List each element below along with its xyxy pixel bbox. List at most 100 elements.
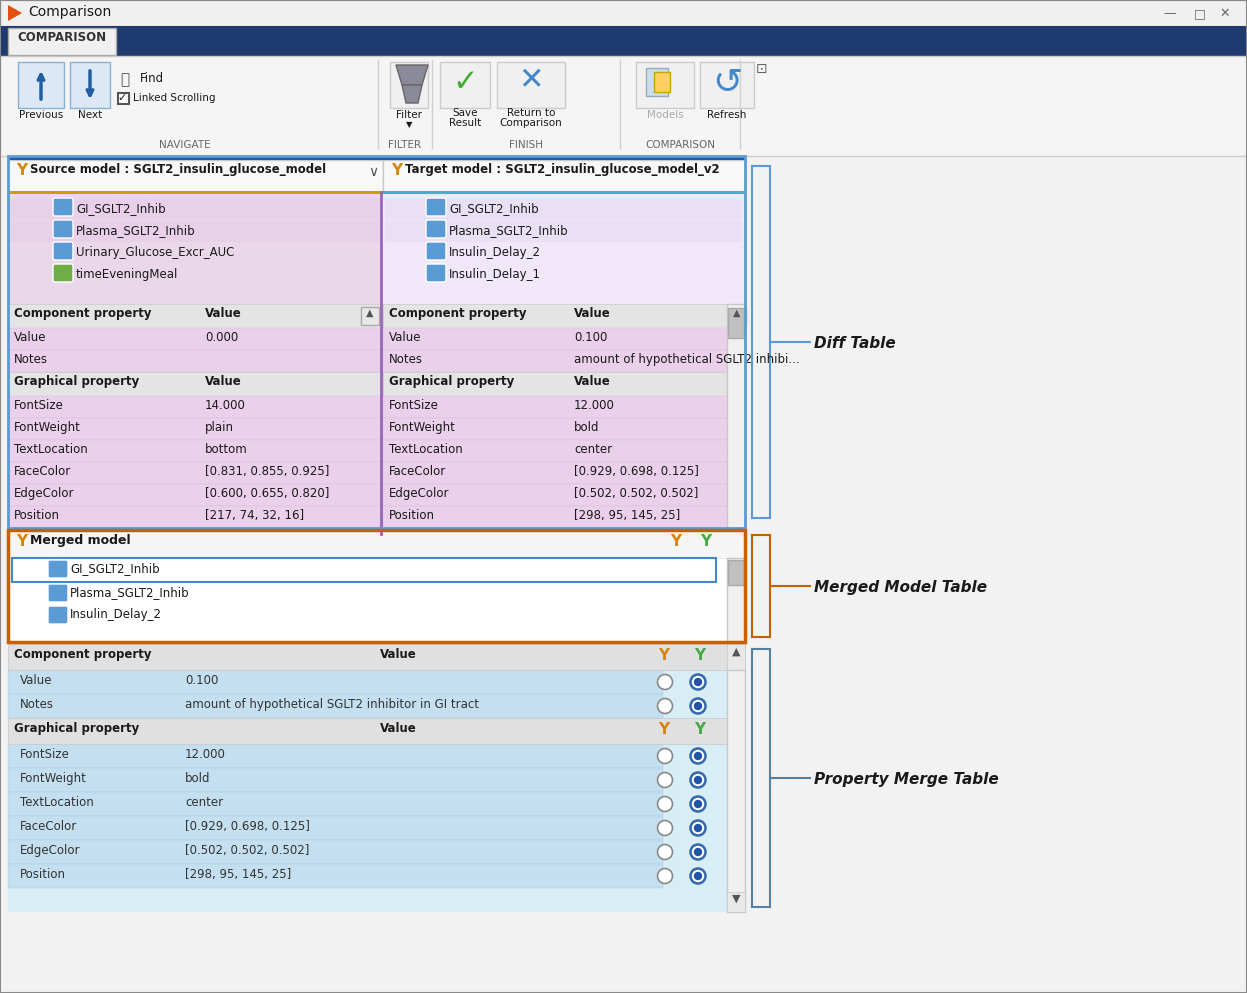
Bar <box>7 644 744 670</box>
Circle shape <box>657 698 672 714</box>
Bar <box>7 328 383 350</box>
Bar <box>0 0 1247 26</box>
Text: Value: Value <box>389 331 421 344</box>
Text: Save: Save <box>453 108 478 118</box>
Bar <box>10 221 380 242</box>
Bar <box>727 304 744 528</box>
Text: Position: Position <box>20 868 66 881</box>
Text: [0.831, 0.855, 0.925]: [0.831, 0.855, 0.925] <box>205 465 329 478</box>
Text: Y: Y <box>658 722 670 737</box>
Bar <box>728 308 744 338</box>
Bar <box>7 530 744 642</box>
Text: —: — <box>1163 7 1176 20</box>
Text: ∨: ∨ <box>368 165 378 179</box>
Text: Y: Y <box>392 163 402 178</box>
Text: 0.100: 0.100 <box>574 331 607 344</box>
Text: Component property: Component property <box>14 307 151 320</box>
Text: Y: Y <box>695 648 706 663</box>
Bar <box>390 62 428 108</box>
Text: [0.929, 0.698, 0.125]: [0.929, 0.698, 0.125] <box>574 465 698 478</box>
Text: FontSize: FontSize <box>14 399 64 412</box>
Bar <box>383 328 744 350</box>
Text: Value: Value <box>205 307 242 320</box>
Text: 0.000: 0.000 <box>205 331 238 344</box>
Bar <box>0 56 1247 156</box>
Text: Merged model: Merged model <box>30 534 131 547</box>
Text: □: □ <box>1195 7 1206 20</box>
Bar <box>0 26 1247 56</box>
Text: Y: Y <box>16 534 27 549</box>
Text: ✕: ✕ <box>519 66 544 95</box>
Text: Filter: Filter <box>397 110 421 120</box>
Text: FontWeight: FontWeight <box>389 421 456 434</box>
Bar <box>7 530 744 558</box>
Bar <box>7 864 663 888</box>
Text: 12.000: 12.000 <box>574 399 615 412</box>
Bar <box>383 350 744 372</box>
Text: plain: plain <box>205 421 234 434</box>
Polygon shape <box>7 5 22 21</box>
Text: Plasma_SGLT2_Inhib: Plasma_SGLT2_Inhib <box>449 224 569 237</box>
Text: 🔍: 🔍 <box>120 72 130 87</box>
Circle shape <box>691 869 706 884</box>
Text: ✓: ✓ <box>117 93 126 103</box>
Text: FontSize: FontSize <box>389 399 439 412</box>
Text: GI_SGLT2_Inhib: GI_SGLT2_Inhib <box>70 562 160 575</box>
Circle shape <box>691 749 706 764</box>
Bar <box>383 194 744 304</box>
Text: Graphical property: Graphical property <box>14 375 140 388</box>
Bar <box>7 418 383 440</box>
Text: FINISH: FINISH <box>509 140 542 150</box>
Bar <box>383 160 744 192</box>
Text: [0.502, 0.502, 0.502]: [0.502, 0.502, 0.502] <box>185 844 309 857</box>
Text: Value: Value <box>20 674 52 687</box>
Bar <box>7 670 663 694</box>
Text: Property Merge Table: Property Merge Table <box>814 772 999 787</box>
Text: Component property: Component property <box>389 307 526 320</box>
Circle shape <box>695 753 702 760</box>
Text: COMPARISON: COMPARISON <box>645 140 715 150</box>
Text: ✕: ✕ <box>1220 7 1231 20</box>
Bar <box>7 744 663 768</box>
Text: Notes: Notes <box>20 698 54 711</box>
Polygon shape <box>402 85 421 103</box>
Bar <box>440 62 490 108</box>
Text: TextLocation: TextLocation <box>20 796 94 809</box>
Text: bold: bold <box>574 421 600 434</box>
Text: Y: Y <box>670 534 681 549</box>
Text: Urinary_Glucose_Excr_AUC: Urinary_Glucose_Excr_AUC <box>76 246 234 259</box>
Text: 0.100: 0.100 <box>185 674 218 687</box>
Text: FaceColor: FaceColor <box>389 465 446 478</box>
Bar <box>7 506 383 528</box>
Text: COMPARISON: COMPARISON <box>17 31 106 44</box>
Text: Result: Result <box>449 118 481 128</box>
Bar <box>7 191 383 194</box>
Circle shape <box>691 698 706 714</box>
Text: ▼: ▼ <box>405 120 413 129</box>
Text: Value: Value <box>380 722 416 735</box>
Text: Notes: Notes <box>14 353 47 366</box>
Text: FaceColor: FaceColor <box>14 465 71 478</box>
Circle shape <box>695 873 702 880</box>
FancyBboxPatch shape <box>54 220 74 238</box>
Bar <box>383 506 744 528</box>
Circle shape <box>691 796 706 811</box>
Bar <box>10 199 380 220</box>
Bar <box>728 307 746 325</box>
Text: [217, 74, 32, 16]: [217, 74, 32, 16] <box>205 509 304 522</box>
Bar <box>383 418 744 440</box>
Text: Y: Y <box>658 648 670 663</box>
Text: amount of hypothetical SGLT2 inhibi...: amount of hypothetical SGLT2 inhibi... <box>574 353 799 366</box>
Circle shape <box>657 773 672 787</box>
Bar <box>7 372 383 396</box>
Bar <box>360 307 379 325</box>
FancyBboxPatch shape <box>47 560 69 578</box>
Bar <box>7 396 383 418</box>
Bar <box>7 816 663 840</box>
Polygon shape <box>397 65 428 85</box>
Text: FILTER: FILTER <box>388 140 421 150</box>
FancyBboxPatch shape <box>426 198 446 216</box>
Circle shape <box>657 869 672 884</box>
Text: Value: Value <box>574 375 611 388</box>
Text: Graphical property: Graphical property <box>389 375 514 388</box>
